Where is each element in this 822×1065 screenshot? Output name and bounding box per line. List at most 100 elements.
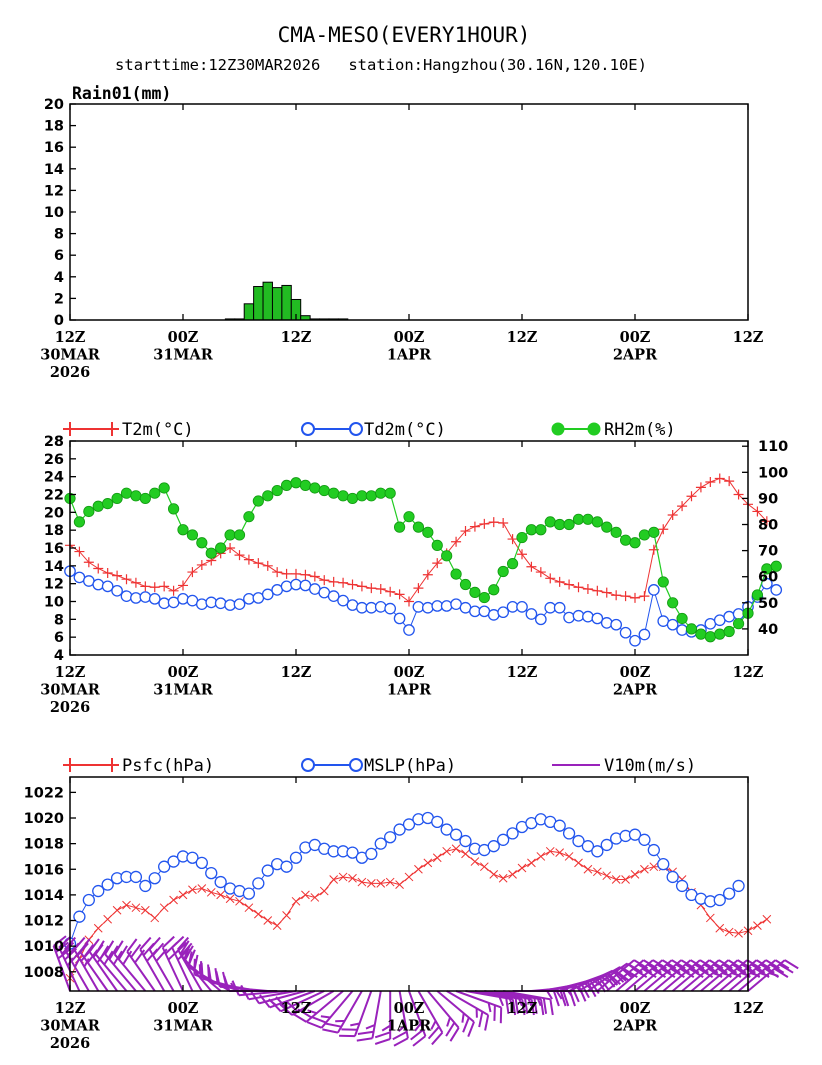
psfc-marker <box>263 916 273 925</box>
rh2m-marker <box>224 529 236 541</box>
psfc-marker <box>753 921 762 931</box>
wind-barb <box>568 969 625 992</box>
figure-title: CMA-MESO(EVERY1HOUR) <box>278 23 531 47</box>
x-tick-label: 00Z <box>168 1000 199 1017</box>
wind-barb <box>356 990 382 1042</box>
pressure-legend: Psfc(hPa) MSLP(hPa) V10m(m/s) <box>63 756 696 776</box>
psfc-marker <box>705 913 715 923</box>
rh2m-marker <box>196 537 208 549</box>
x-tick-label: 12Z <box>281 664 312 681</box>
psfc-marker <box>131 903 141 913</box>
y-tick-label: 12 <box>44 183 64 199</box>
td2m-marker <box>384 602 397 615</box>
t2m-marker <box>517 549 527 560</box>
rh2m-marker <box>92 500 104 512</box>
t2m-marker <box>159 581 170 592</box>
td2m-marker <box>638 628 651 641</box>
psfc-marker <box>235 896 244 906</box>
t2m-marker <box>686 491 697 502</box>
x-tick-label: 2026 <box>50 699 90 716</box>
rh2m-marker <box>309 482 321 494</box>
mslp-marker <box>393 823 406 836</box>
mslp-marker <box>723 887 736 900</box>
psfc-marker <box>122 900 131 910</box>
x-tick-label: 00Z <box>394 329 425 346</box>
td2m-marker <box>214 597 227 610</box>
legend-marker <box>105 422 119 436</box>
t2m-marker <box>272 567 283 578</box>
legend-label: Td2m(°C) <box>364 420 446 440</box>
y-tick-label: 4 <box>54 270 64 286</box>
psfc-marker <box>517 863 527 873</box>
y-tick-label: 1020 <box>24 811 64 827</box>
t2m-marker <box>225 543 236 553</box>
wind-barb <box>176 936 203 992</box>
y-right-tick-label: 40 <box>758 622 778 638</box>
wind-barb <box>737 959 790 992</box>
rh2m-marker <box>497 565 509 578</box>
x-tick-label: 31MAR <box>153 682 213 699</box>
psfc-marker <box>451 844 461 854</box>
psfc-marker <box>545 846 555 856</box>
t2m-marker <box>93 563 104 574</box>
psfc-marker <box>366 879 376 888</box>
y-tick-label: 10 <box>44 595 64 611</box>
x-tick-label: 12Z <box>507 329 538 346</box>
t2m-marker <box>592 585 603 596</box>
mslp-marker <box>365 847 378 861</box>
y-tick-label: 1008 <box>24 965 64 981</box>
mslp-marker <box>647 843 660 857</box>
x-tick-label: 2026 <box>50 1035 90 1052</box>
t2m-marker <box>724 476 735 487</box>
mslp-marker <box>732 879 745 893</box>
td2m-marker <box>280 580 293 593</box>
t2m-marker <box>695 482 706 493</box>
rh2m-marker <box>619 534 632 546</box>
x-tick-label: 1APR <box>387 1018 432 1035</box>
wind-barb <box>392 990 409 1047</box>
psfc-marker <box>461 849 470 859</box>
y-tick-label: 14 <box>44 559 64 575</box>
td2m-marker <box>732 608 745 620</box>
rh2m-marker <box>356 490 368 502</box>
td2m-marker <box>676 624 688 636</box>
wind-barb <box>88 938 118 992</box>
t2m-marker <box>102 567 113 578</box>
psfc-marker <box>310 893 320 902</box>
psfc-marker <box>103 914 113 924</box>
t2m-marker <box>535 567 546 578</box>
t2m-marker <box>196 559 207 570</box>
y-right-tick-label: 110 <box>758 439 788 455</box>
mslp-marker <box>572 834 585 848</box>
td2m-marker <box>563 611 575 624</box>
psfc-marker <box>197 884 207 893</box>
rain-bar <box>262 281 273 321</box>
t2m-marker <box>479 518 490 529</box>
td2m-marker <box>261 588 274 601</box>
x-tick-label: 12Z <box>281 329 312 346</box>
wind-barb <box>596 959 649 992</box>
wind-barb <box>719 959 771 992</box>
wind-barb <box>306 990 354 1029</box>
wind-barb <box>503 990 554 1016</box>
x-tick-label: 2026 <box>50 364 90 381</box>
psfc-marker <box>574 858 583 868</box>
td2m-marker <box>233 598 246 611</box>
wind-barb <box>417 990 444 1046</box>
x-tick-label: 12Z <box>733 664 764 681</box>
rain-bar <box>253 286 264 321</box>
wind-barb <box>700 959 752 992</box>
psfc-marker <box>498 873 508 883</box>
t2m-marker <box>178 580 188 591</box>
wind-barb <box>322 990 363 1034</box>
t2m-marker <box>573 582 584 593</box>
td2m-marker <box>525 608 538 620</box>
rh2m-marker <box>591 516 603 528</box>
rh2m-marker <box>695 628 707 640</box>
psfc-marker <box>583 864 593 874</box>
x-tick-label: 2APR <box>613 1018 658 1035</box>
mslp-marker <box>657 857 670 871</box>
rh2m-marker <box>770 560 782 572</box>
rh2m-marker <box>582 513 594 525</box>
